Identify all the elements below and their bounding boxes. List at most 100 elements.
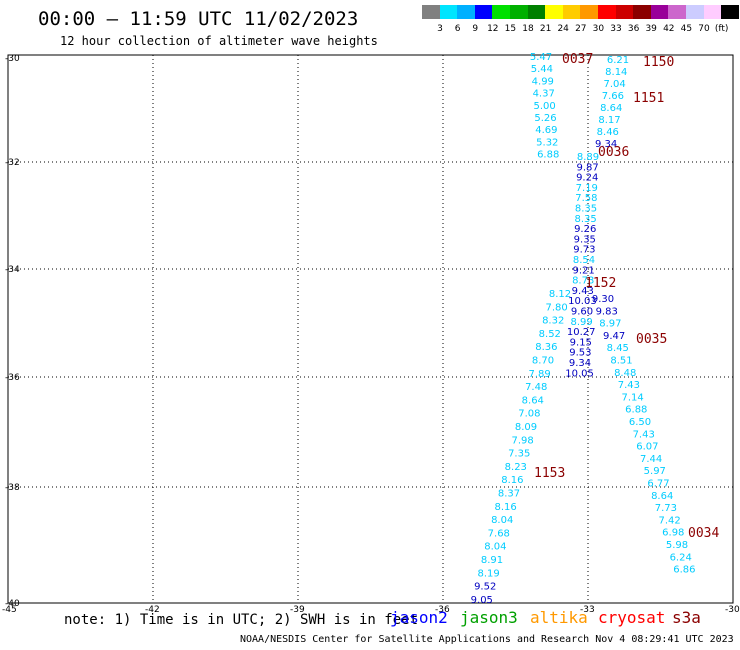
legend-tick-label: 21 [539, 24, 552, 34]
legend-tick-label: 30 [592, 24, 605, 34]
longitude-tick-label: -42 [145, 605, 160, 615]
legend-swatch [580, 5, 598, 19]
wave-height-value: 8.36 [535, 342, 557, 353]
wave-height-value: 8.19 [477, 568, 499, 579]
wave-height-value: 6.86 [673, 565, 695, 576]
wave-height-value: 8.04 [491, 515, 513, 526]
wave-height-value: 8.64 [651, 491, 673, 502]
wave-height-value: 9.24 [576, 173, 598, 184]
wave-height-value: 9.43 [572, 286, 594, 297]
legend-tick-label: 9 [472, 24, 479, 34]
pass-time-label: 0035 [636, 332, 667, 347]
wave-height-value: 7.43 [618, 380, 640, 391]
wave-height-value: 7.73 [655, 503, 677, 514]
latitude-tick-label: -32 [5, 158, 20, 168]
wave-height-value: 7.35 [508, 449, 530, 460]
wave-height-value: 8.16 [501, 475, 523, 486]
pass-time-label: 1150 [643, 55, 674, 70]
wave-height-value: 7.43 [633, 429, 655, 440]
satellite-name-s3a: s3a [672, 608, 701, 627]
wave-height-value: 9.87 [576, 162, 598, 173]
wave-height-value: 7.58 [575, 193, 597, 204]
legend-swatch [721, 5, 739, 19]
legend-tick-label: 42 [663, 24, 675, 34]
wave-height-value: 7.44 [640, 454, 662, 465]
wave-height-value: 5.47 [530, 52, 552, 63]
legend-swatch [545, 5, 563, 19]
wave-height-value: 9.83 [596, 306, 618, 317]
wave-height-value: 8.70 [532, 356, 554, 367]
legend-tick-label: 27 [575, 24, 587, 34]
legend-unit-label: (ft) [714, 24, 729, 34]
wave-height-value: 9.26 [574, 224, 596, 235]
wave-height-value: 5.98 [666, 540, 688, 551]
wave-height-value: 7.89 [528, 369, 550, 380]
wave-height-value: 8.16 [494, 502, 516, 513]
wave-height-value: 9.21 [572, 265, 594, 276]
legend-swatch [422, 5, 440, 19]
wave-height-value: 8.52 [539, 329, 561, 340]
wave-height-value: 7.98 [511, 435, 533, 446]
wave-height-value: 5.32 [536, 137, 558, 148]
legend-swatch [633, 5, 651, 19]
legend-swatch [598, 5, 616, 19]
wave-height-value: 8.97 [599, 319, 621, 330]
legend-swatch [703, 5, 722, 19]
wave-height-value: 4.99 [532, 76, 554, 87]
legend-tick-label: 18 [522, 24, 534, 34]
wave-height-value: 9.34 [595, 139, 617, 150]
legend-tick-label: 33 [610, 24, 622, 34]
map-subtitle: 12 hour collection of altimeter wave hei… [60, 34, 378, 48]
wave-height-value: 8.46 [597, 127, 619, 138]
map-title: 00:00 – 11:59 UTC 11/02/2023 [38, 8, 359, 30]
legend-swatch [650, 5, 669, 19]
satellite-name-jason2: jason2 [390, 608, 448, 627]
wave-height-value: 6.24 [670, 552, 692, 563]
wave-height-value: 7.80 [545, 302, 567, 313]
wave-height-value: 7.04 [603, 79, 625, 90]
wave-height-value: 6.07 [636, 442, 658, 453]
wave-height-value: 8.64 [600, 103, 622, 114]
longitude-tick-label: -30 [725, 605, 740, 615]
wave-height-value: 8.12 [549, 289, 571, 300]
pass-time-label: 1152 [585, 276, 616, 291]
legend-swatch [686, 5, 704, 19]
latitude-tick-label: -36 [5, 373, 20, 383]
wave-height-value: 7.08 [518, 409, 540, 420]
legend-tick-label: 3 [437, 24, 443, 34]
units-note: note: 1) Time is in UTC; 2) SWH is in fe… [64, 612, 419, 628]
latitude-tick-label: -34 [5, 265, 20, 275]
wave-height-value: 8.51 [610, 356, 632, 367]
wave-height-value: 7.42 [658, 515, 680, 526]
longitude-tick-label: -45 [2, 605, 17, 615]
wave-height-value: 8.17 [598, 115, 620, 126]
wave-height-value: 5.00 [533, 101, 555, 112]
wave-height-value: 9.47 [603, 331, 625, 342]
pass-time-label: 1153 [534, 466, 565, 481]
wave-height-value: 6.50 [629, 417, 651, 428]
latitude-tick-label: -30 [5, 54, 20, 64]
wave-height-value: 8.64 [522, 395, 544, 406]
satellite-name-jason3: jason3 [460, 608, 518, 627]
pass-time-label: 1151 [633, 91, 664, 106]
pass-time-label: 0037 [562, 52, 593, 67]
wave-height-value: 9.73 [573, 245, 595, 256]
wave-height-value: 8.23 [505, 462, 527, 473]
legend-tick-label: 6 [454, 24, 461, 34]
wave-height-value: 8.73 [572, 276, 594, 287]
wave-height-value: 6.98 [662, 528, 684, 539]
wave-height-value: 8.04 [484, 542, 506, 553]
wave-height-value: 8.37 [498, 489, 520, 500]
map-frame [7, 54, 734, 604]
wave-height-value: 7.48 [525, 382, 547, 393]
wave-height-value: 5.26 [534, 113, 556, 124]
wave-height-value: 8.99 [570, 317, 592, 328]
wave-height-value: 6.88 [625, 405, 647, 416]
legend-swatch [439, 5, 458, 19]
legend-swatch [457, 5, 475, 19]
pass-time-label: 0036 [598, 145, 629, 160]
wave-height-value: 8.35 [574, 214, 596, 225]
wave-height-value: 9.15 [570, 337, 592, 348]
wave-height-value: 4.37 [533, 89, 555, 100]
